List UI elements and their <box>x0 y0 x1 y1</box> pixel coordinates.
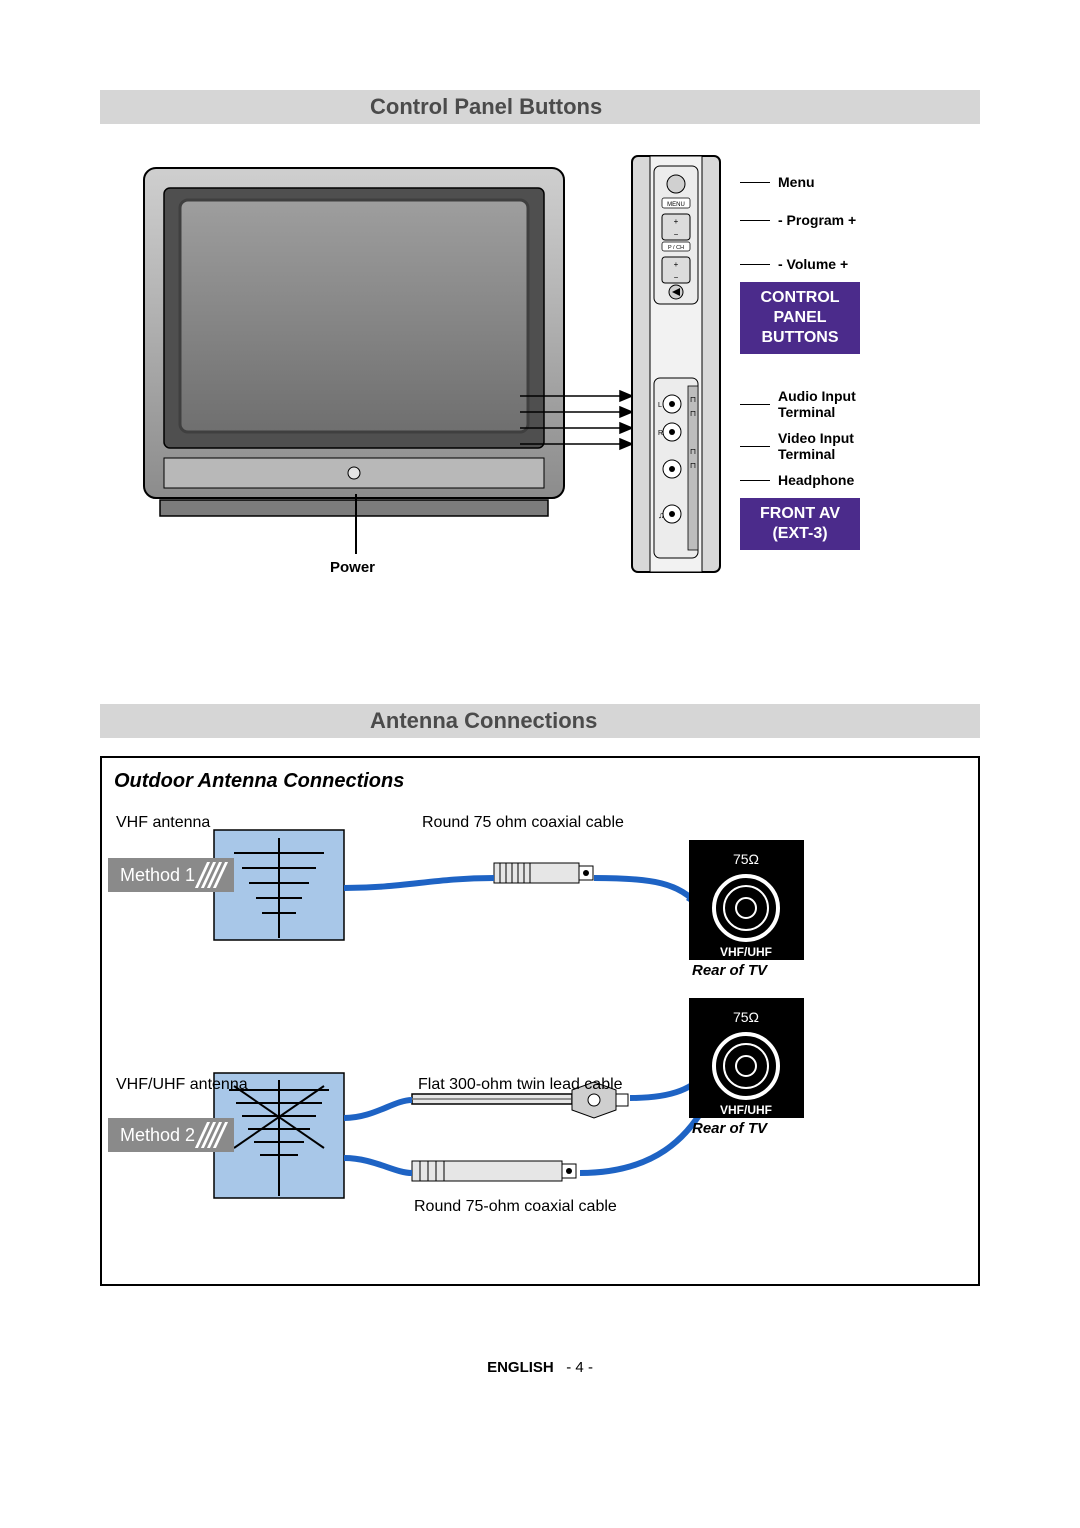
section-title-bar-1: Control Panel Buttons <box>100 90 980 124</box>
antenna-subtitle: Outdoor Antenna Connections <box>114 770 966 793</box>
power-label: Power <box>330 559 375 576</box>
leader-line <box>740 404 770 405</box>
label-program: - Program + <box>778 212 856 228</box>
svg-text:R: R <box>658 430 663 437</box>
method-2-tag: Method 2 <box>108 1118 234 1152</box>
svg-text:L: L <box>658 402 662 409</box>
svg-text:⊓: ⊓ <box>690 395 696 404</box>
svg-text:⊓: ⊓ <box>690 461 696 470</box>
section-title-1: Control Panel Buttons <box>370 94 602 120</box>
svg-text:⊓: ⊓ <box>690 409 696 418</box>
footer-page: - 4 - <box>566 1359 593 1376</box>
svg-text:P / CH: P / CH <box>668 245 684 251</box>
purple2-l2: (EXT-3) <box>750 524 850 544</box>
vhf-antenna-label: VHF antenna <box>116 814 210 832</box>
svg-text:MENU: MENU <box>667 202 685 208</box>
section-title-bar-2: Antenna Connections <box>100 704 980 738</box>
ohm-label-1: 75Ω <box>733 851 759 867</box>
svg-text:VHF/UHF: VHF/UHF <box>720 945 772 959</box>
purple-box-frontav: FRONT AV (EXT-3) <box>740 498 860 550</box>
connection-arrows <box>520 384 640 469</box>
purple-l3: BUTTONS <box>750 328 850 348</box>
label-audio-row: Audio Input Terminal <box>740 388 888 420</box>
rear-of-tv-2: Rear of TV <box>692 1120 767 1137</box>
flat300-label: Flat 300-ohm twin lead cable <box>418 1076 623 1094</box>
leader-line <box>740 182 770 183</box>
label-volume: - Volume + <box>778 256 848 272</box>
vhfuhf-antenna-label: VHF/UHF antenna <box>116 1076 248 1094</box>
side-panel-illustration: MENU + − P / CH + − ⊓ ⊓ ⊓ ⊓ <box>630 154 725 574</box>
leader-line <box>740 264 770 265</box>
label-volume-row: - Volume + <box>740 256 888 272</box>
purple-l2: PANEL <box>750 308 850 328</box>
svg-text:−: − <box>674 273 679 282</box>
label-audio: Audio Input Terminal <box>778 388 888 420</box>
method-2-text: Method 2 <box>120 1125 195 1146</box>
page-footer: ENGLISH - 4 - <box>100 1359 980 1376</box>
method-1-text: Method 1 <box>120 865 195 886</box>
purple2-l1: FRONT AV <box>750 504 850 524</box>
svg-text:−: − <box>674 230 679 239</box>
round75-label: Round 75 ohm coaxial cable <box>422 814 624 832</box>
leader-line <box>740 220 770 221</box>
label-headphone-row: Headphone <box>740 472 888 488</box>
label-video: Video Input Terminal <box>778 430 888 462</box>
stripes-icon <box>201 1122 222 1148</box>
svg-text:♫: ♫ <box>658 510 665 520</box>
label-video-row: Video Input Terminal <box>740 430 888 462</box>
label-menu-row: Menu <box>740 174 888 190</box>
round75b-label: Round 75-ohm coaxial cable <box>414 1198 617 1216</box>
tv-front-illustration <box>140 164 570 524</box>
purple-l1: CONTROL <box>750 288 850 308</box>
rear-of-tv-1: Rear of TV <box>692 962 767 979</box>
label-headphone: Headphone <box>778 472 854 488</box>
antenna-connections-box: Outdoor Antenna Connections <box>100 756 980 1286</box>
svg-text:+: + <box>674 260 679 269</box>
svg-text:⊓: ⊓ <box>690 447 696 456</box>
leader-line <box>740 480 770 481</box>
label-menu: Menu <box>778 174 815 190</box>
side-panel-labels: Menu - Program + - Volume + CONTROL PANE… <box>740 154 888 550</box>
label-program-row: - Program + <box>740 212 888 228</box>
stripes-icon <box>201 862 222 888</box>
footer-lang: ENGLISH <box>487 1359 554 1376</box>
svg-text:+: + <box>674 217 679 226</box>
section-title-2: Antenna Connections <box>370 708 597 734</box>
svg-text:75Ω: 75Ω <box>733 1009 759 1025</box>
purple-box-control: CONTROL PANEL BUTTONS <box>740 282 860 354</box>
tv-diagram-area: Power MENU <box>100 154 980 674</box>
power-leader-line <box>355 494 357 554</box>
leader-line <box>740 446 770 447</box>
method-1-tag: Method 1 <box>108 858 234 892</box>
page-content: Control Panel Buttons <box>100 90 980 1286</box>
svg-text:VHF/UHF: VHF/UHF <box>720 1103 772 1117</box>
